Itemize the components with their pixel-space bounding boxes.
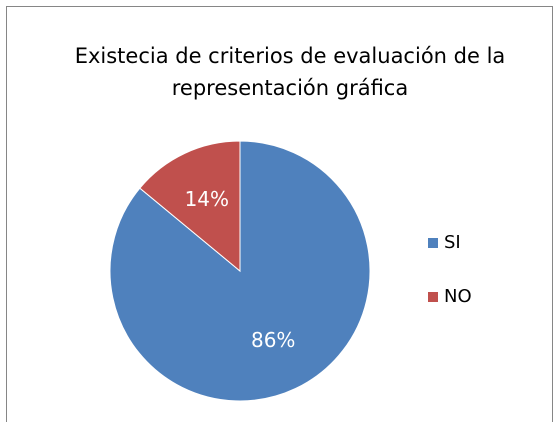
data-label: 86% [251, 328, 295, 352]
legend-swatch [428, 238, 438, 248]
chart-title: Existecia de criterios de evaluación de … [74, 44, 506, 100]
legend-swatch [428, 292, 438, 302]
pie-slice [139, 140, 241, 273]
legend-label: SI [444, 232, 461, 253]
chart-border [6, 6, 553, 422]
data-label: 14% [185, 187, 229, 211]
legend-label: NO [444, 286, 472, 307]
